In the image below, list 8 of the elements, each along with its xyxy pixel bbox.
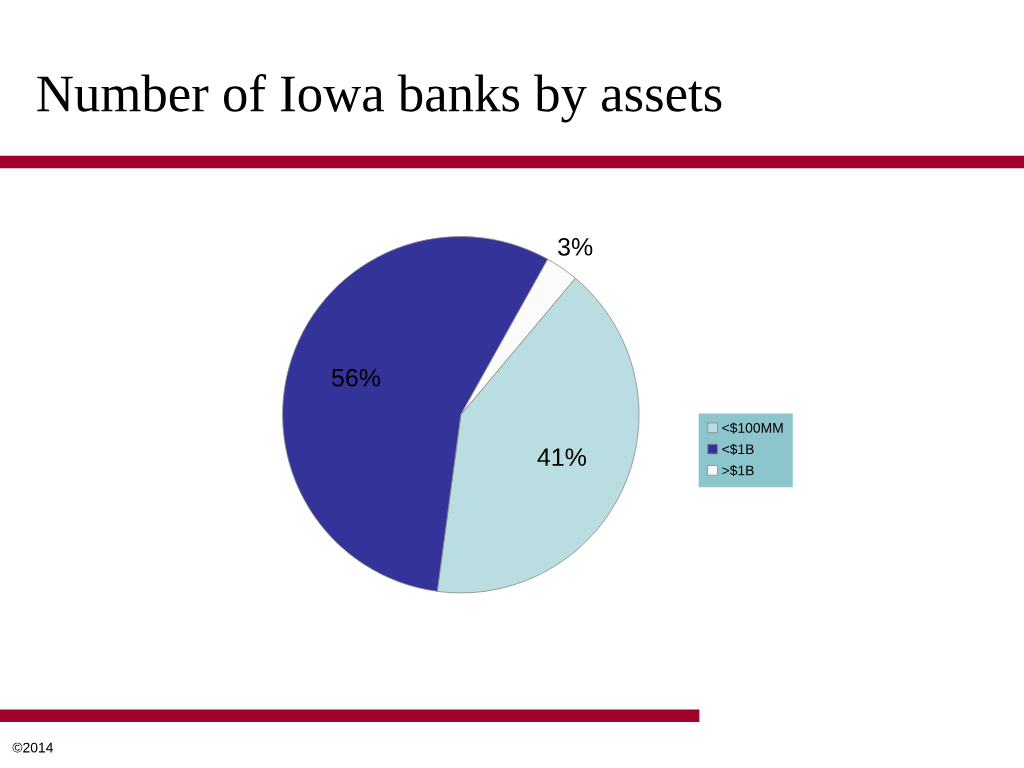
legend-label: <$1B	[722, 443, 754, 455]
text: ©2014	[12, 742, 54, 753]
legend-label: <$100MM	[722, 422, 783, 434]
data-label: 41%	[537, 448, 586, 466]
legend-label: >$1B	[722, 464, 754, 477]
data-label: 56%	[331, 368, 381, 387]
data-label: 3%	[558, 238, 593, 256]
chart-title: Number of Iowa banks by assets	[37, 74, 722, 123]
